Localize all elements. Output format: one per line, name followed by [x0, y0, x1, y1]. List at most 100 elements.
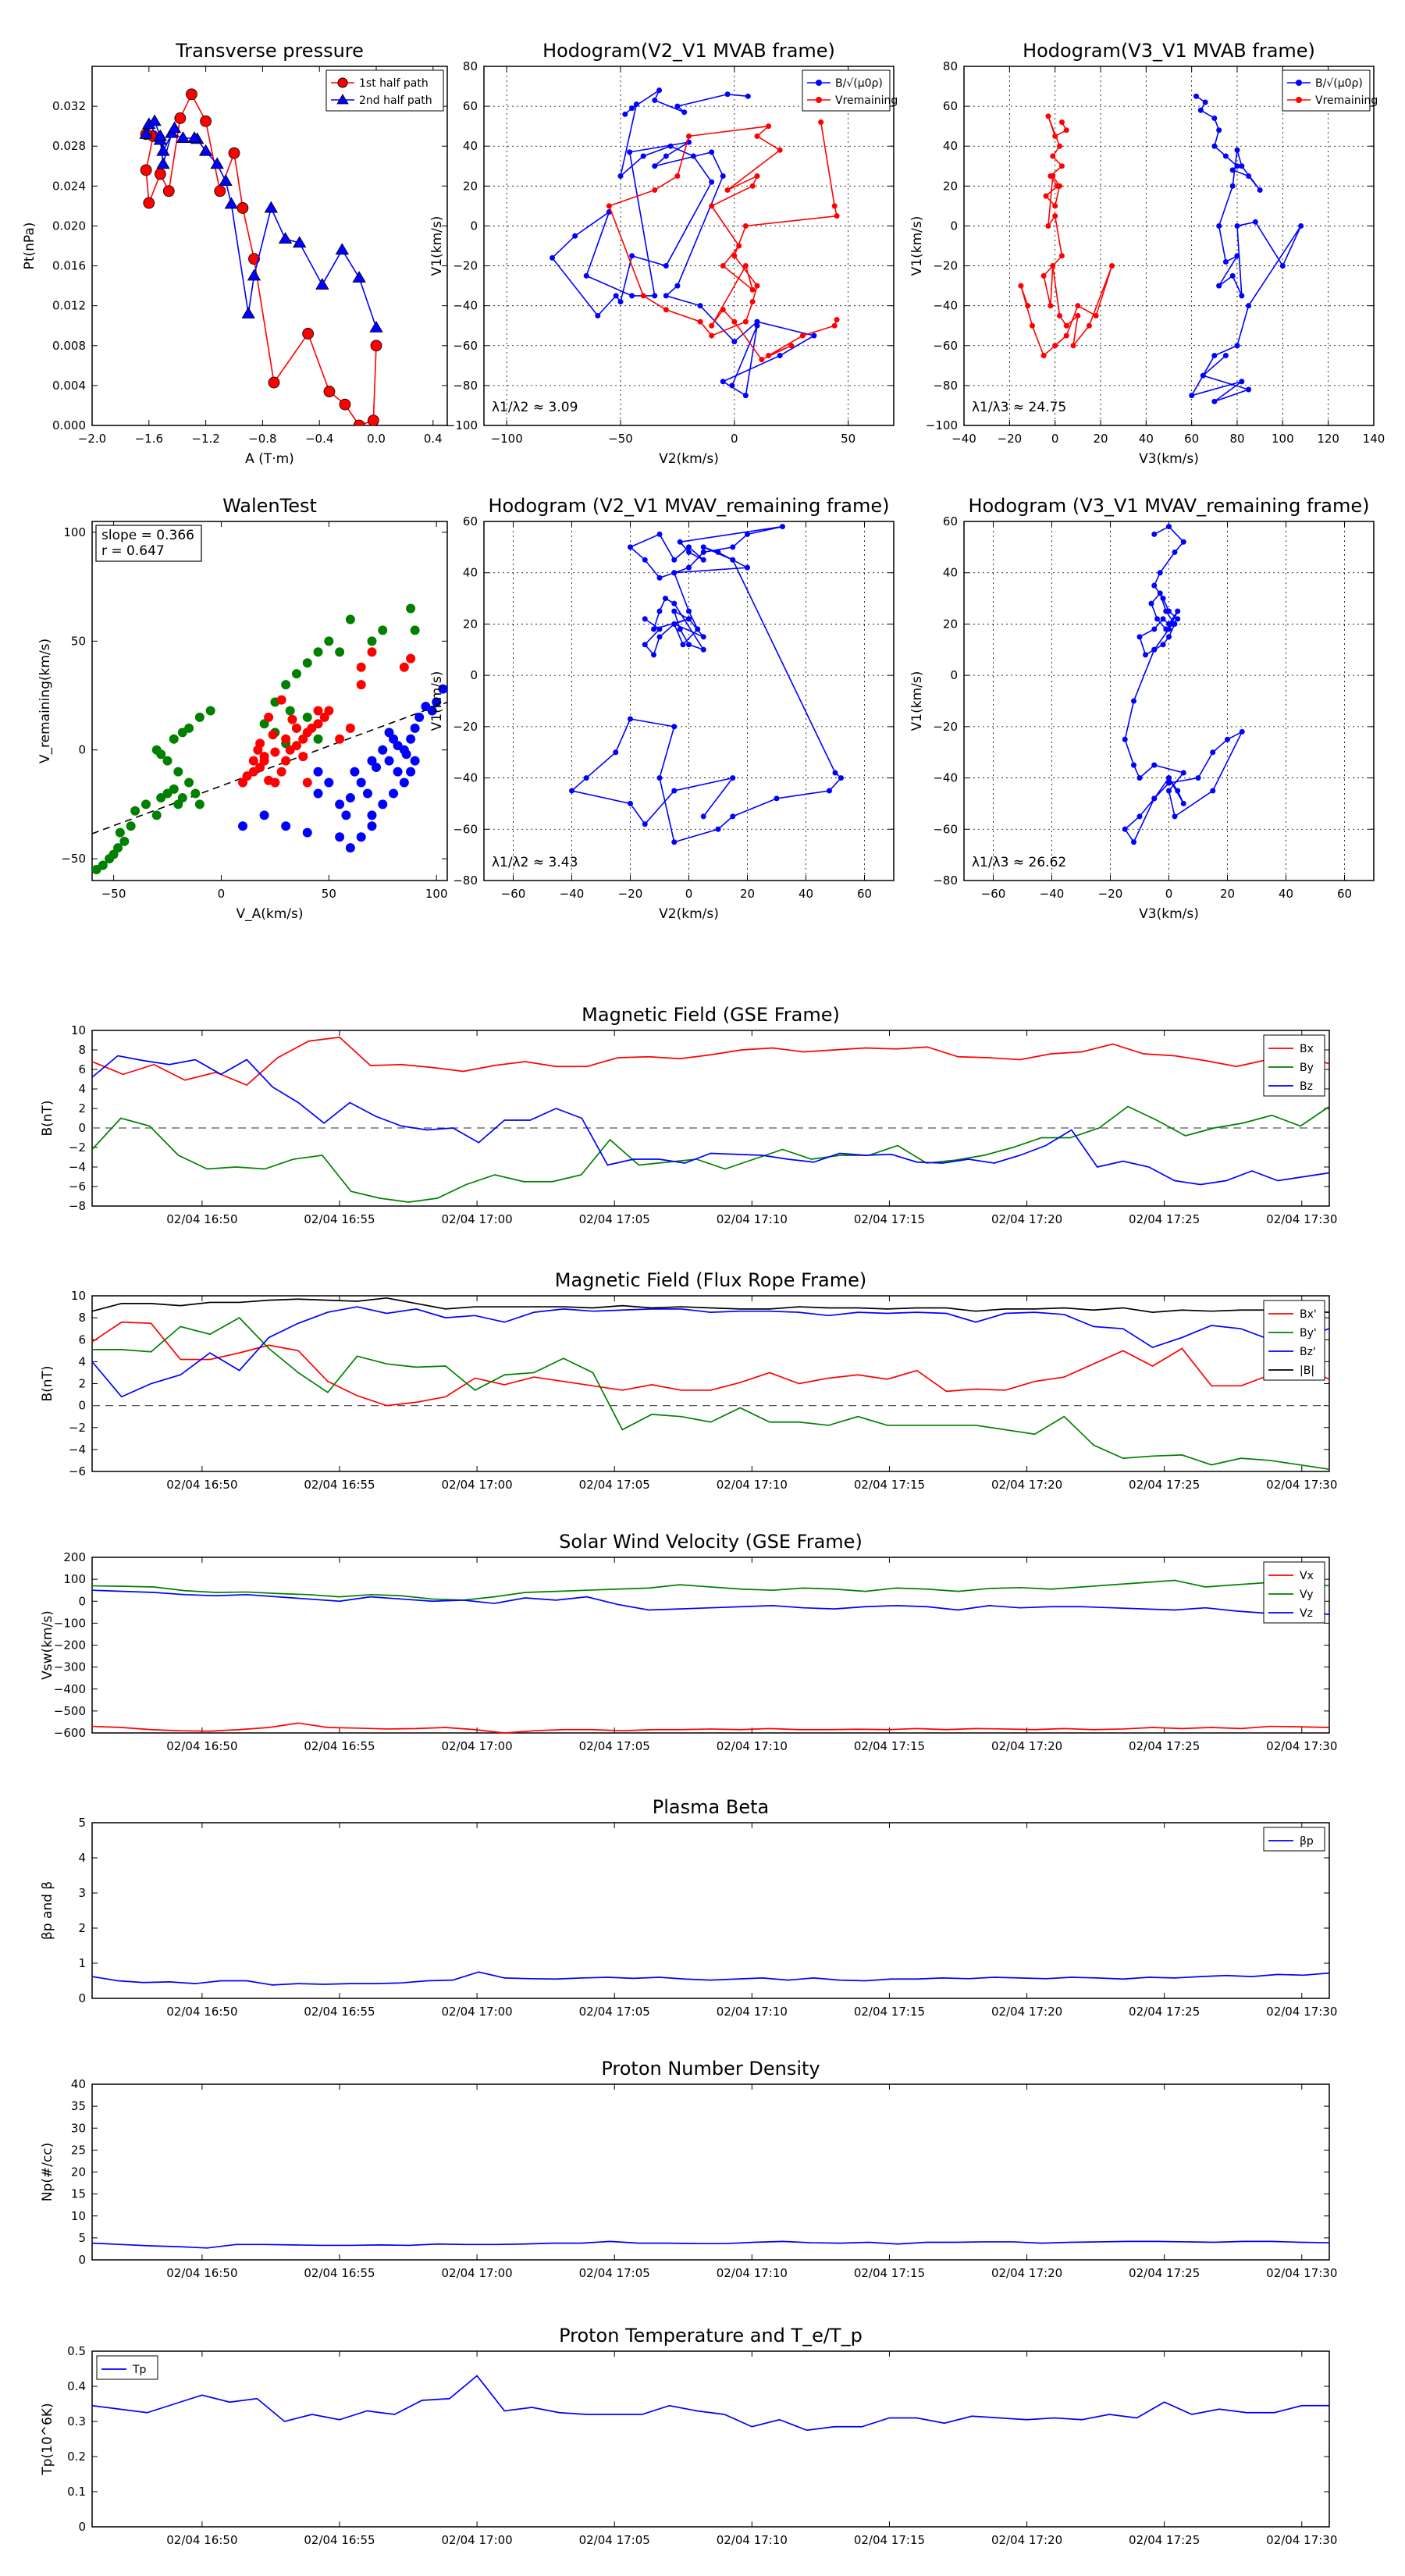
y-tick-label: 0.012 [52, 299, 86, 313]
data-point [656, 626, 663, 632]
y-tick-label: −40 [933, 771, 958, 785]
data-point [663, 153, 669, 159]
data-point [393, 741, 403, 751]
data-point [642, 616, 648, 622]
data-point [583, 272, 589, 279]
x-tick-label: 120 [1317, 432, 1339, 446]
y-axis-label: V1(km/s) [429, 671, 445, 731]
data-point [1057, 183, 1062, 189]
data-point [729, 382, 735, 389]
data-point [745, 564, 750, 571]
data-point [367, 810, 377, 820]
y-tick-label: 0 [78, 2253, 86, 2267]
series-line [91, 1589, 1330, 1615]
data-point [736, 243, 742, 249]
data-point [278, 232, 293, 244]
data-point [715, 549, 721, 555]
data-point [754, 322, 760, 329]
x-tick-label: 02/04 16:55 [304, 1478, 375, 1492]
panel-tp: Proton Temperature and T_e/T_p 02/04 16:5… [40, 2325, 1337, 2547]
data-point [606, 203, 612, 209]
x-tick-label: 02/04 17:00 [441, 1478, 512, 1492]
data-point [167, 121, 182, 133]
data-point [313, 706, 323, 716]
y-tick-label: 40 [463, 139, 478, 153]
y-tick-label: 3 [78, 1886, 86, 1900]
series-line [608, 122, 838, 361]
data-point [1216, 222, 1222, 229]
data-point [393, 767, 403, 777]
data-point [1222, 353, 1229, 359]
data-point [731, 253, 738, 259]
data-point [219, 174, 233, 186]
data-point [754, 173, 760, 180]
y-tick-label: 0.016 [52, 259, 86, 273]
legend-box [1263, 1561, 1325, 1624]
data-point [652, 163, 658, 169]
data-point [410, 625, 420, 635]
x-tick-label: 02/04 17:30 [1266, 1739, 1337, 1753]
data-point [241, 307, 255, 318]
data-point [372, 763, 381, 773]
data-point [369, 320, 383, 333]
y-tick-label: 10 [71, 2209, 86, 2223]
data-point [617, 173, 624, 180]
data-point [831, 203, 838, 209]
data-point [238, 777, 248, 788]
data-point [1057, 143, 1062, 149]
data-point [1211, 398, 1218, 404]
data-point [642, 557, 648, 563]
y-tick-label: −40 [453, 771, 478, 785]
data-point [1229, 167, 1236, 173]
data-point [1018, 283, 1024, 289]
data-point [1229, 183, 1236, 189]
x-tick-label: 40 [1279, 887, 1293, 901]
data-point [731, 339, 738, 345]
panel-hodo2: Hodogram(V3_V1 MVAB frame) −40 −20 0 20 40 60 8… [909, 40, 1385, 467]
y-tick-label: 20 [463, 617, 478, 631]
data-point [667, 143, 674, 149]
y-tick-label: −60 [453, 339, 478, 353]
x-tick-label: 02/04 17:10 [717, 1739, 788, 1753]
data-point [715, 826, 721, 832]
data-point [1166, 626, 1172, 632]
data-point [281, 680, 291, 690]
x-tick-label: −60 [501, 887, 526, 901]
data-point [1239, 379, 1245, 385]
legend-label: Bz [1300, 1080, 1313, 1093]
data-point [799, 333, 806, 339]
data-point [700, 646, 706, 653]
data-point [353, 419, 365, 425]
data-point [248, 756, 258, 766]
data-point [156, 793, 166, 803]
y-tick-label: 20 [71, 2165, 86, 2179]
data-point [1057, 312, 1062, 318]
data-point [1154, 616, 1160, 622]
data-point [1172, 549, 1178, 555]
y-tick-label: −40 [933, 299, 958, 313]
y-axis-label: V_remaining(km/s) [37, 639, 53, 763]
legend-label: 1st half path [359, 77, 429, 90]
data-point [730, 557, 736, 563]
plot-area [91, 1295, 1330, 1472]
data-point [700, 549, 706, 555]
y-tick-label: 0.5 [67, 2344, 86, 2358]
y-axis-label: B(nT) [40, 1100, 55, 1136]
data-point [663, 293, 669, 299]
y-tick-label: 25 [71, 2143, 86, 2157]
data-point [697, 318, 703, 325]
x-tick-label: 02/04 17:05 [579, 1478, 650, 1492]
data-point [652, 187, 658, 193]
y-tick-label: 10 [71, 1023, 86, 1037]
y-tick-label: 100 [63, 1572, 86, 1586]
data-point [1246, 173, 1252, 180]
data-point [651, 652, 656, 658]
data-point [162, 185, 175, 197]
data-point [210, 157, 224, 169]
data-point [156, 157, 170, 169]
data-layer [139, 88, 383, 425]
data-point [700, 544, 706, 550]
y-tick-label: 0.008 [52, 339, 86, 353]
data-point [671, 724, 678, 730]
data-point [766, 123, 772, 130]
